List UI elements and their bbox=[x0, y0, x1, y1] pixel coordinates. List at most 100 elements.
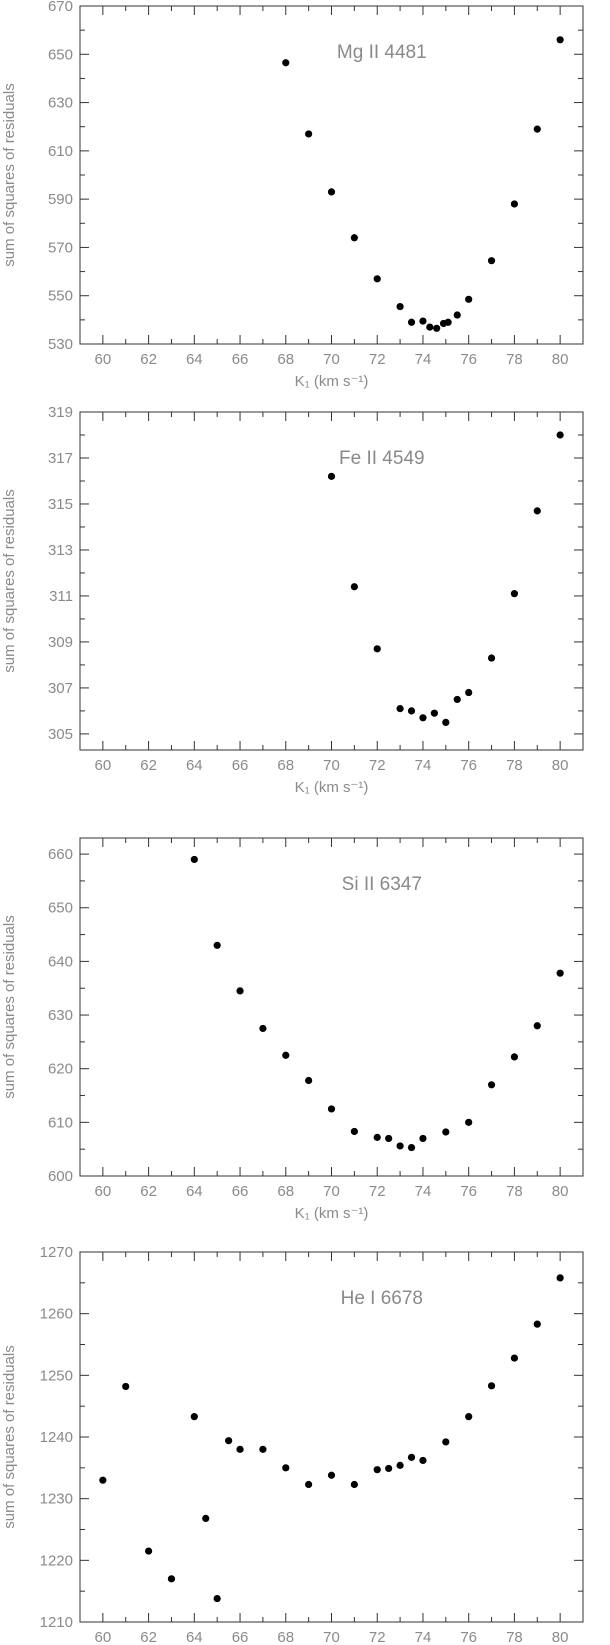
data-point bbox=[442, 1438, 450, 1446]
data-point bbox=[556, 969, 564, 977]
data-point bbox=[396, 302, 404, 311]
y-tick-label: 315 bbox=[48, 496, 73, 513]
plot-frame-2 bbox=[79, 411, 584, 751]
data-point bbox=[259, 1445, 267, 1453]
chart-title-1: Mg II 4481 bbox=[337, 42, 427, 63]
y-tick-label: 630 bbox=[48, 95, 73, 112]
data-point bbox=[202, 1514, 210, 1522]
data-point bbox=[373, 1466, 381, 1474]
x-tick-label: 80 bbox=[552, 757, 569, 774]
x-tick-label: 78 bbox=[506, 1183, 523, 1200]
data-point bbox=[487, 1382, 496, 1390]
data-point bbox=[305, 1076, 313, 1085]
data-point bbox=[373, 645, 381, 653]
data-point bbox=[236, 987, 244, 995]
x-tick-label: 68 bbox=[277, 757, 294, 774]
y-tick-label: 311 bbox=[49, 588, 73, 605]
x-tick-label: 70 bbox=[323, 1629, 340, 1645]
x-tick-label: 62 bbox=[140, 757, 157, 774]
data-point bbox=[327, 1105, 336, 1113]
x-tick-label: 78 bbox=[506, 1629, 523, 1645]
x-tick-label: 64 bbox=[186, 1629, 203, 1645]
data-point bbox=[426, 323, 434, 331]
y-tick-label: 1260 bbox=[40, 1306, 73, 1323]
data-point bbox=[213, 1594, 221, 1603]
x-tick-label: 66 bbox=[232, 757, 249, 774]
y-axis-label: sum of squares of residuals bbox=[1, 915, 18, 1098]
y-tick-label: 1240 bbox=[40, 1429, 73, 1446]
y-tick-label: 1270 bbox=[40, 1244, 73, 1261]
data-point bbox=[430, 709, 438, 717]
x-tick-label: 66 bbox=[232, 351, 249, 368]
x-tick-label: 70 bbox=[323, 1183, 340, 1200]
x-tick-label: 76 bbox=[460, 1183, 477, 1200]
data-point bbox=[533, 125, 541, 133]
x-tick-label: 80 bbox=[552, 351, 569, 368]
data-point bbox=[556, 36, 564, 44]
data-point bbox=[453, 695, 461, 704]
data-point bbox=[419, 1456, 427, 1465]
data-point bbox=[419, 1134, 427, 1143]
x-tick-label: 74 bbox=[415, 757, 432, 774]
data-point bbox=[350, 1480, 358, 1489]
data-point bbox=[350, 234, 358, 242]
chart-title-3: Si II 6347 bbox=[342, 874, 422, 895]
y-tick-label: 313 bbox=[48, 542, 73, 559]
y-tick-label: 305 bbox=[48, 726, 73, 743]
y-tick-label: 317 bbox=[48, 450, 73, 467]
data-point bbox=[533, 1320, 541, 1328]
x-tick-label: 66 bbox=[232, 1183, 249, 1200]
x-tick-label: 60 bbox=[95, 351, 112, 368]
x-tick-label: 74 bbox=[415, 1183, 432, 1200]
y-tick-label: 570 bbox=[48, 239, 73, 256]
y-tick-label: 610 bbox=[48, 1114, 73, 1131]
y-tick-label: 319 bbox=[48, 404, 73, 421]
x-tick-label: 66 bbox=[232, 1629, 249, 1645]
x-tick-label: 64 bbox=[186, 1183, 203, 1200]
y-tick-label: 660 bbox=[48, 846, 73, 863]
data-point bbox=[407, 1143, 416, 1152]
x-tick-label: 80 bbox=[552, 1629, 569, 1645]
x-tick-label: 74 bbox=[415, 351, 432, 368]
plot-frame-3 bbox=[79, 837, 584, 1177]
y-tick-label: 1220 bbox=[40, 1552, 73, 1569]
data-point bbox=[396, 705, 404, 713]
data-point bbox=[419, 317, 427, 325]
data-point bbox=[350, 583, 358, 591]
data-point bbox=[433, 324, 441, 332]
x-tick-label: 62 bbox=[140, 351, 157, 368]
data-point bbox=[442, 718, 450, 727]
data-point bbox=[510, 1053, 519, 1061]
data-point bbox=[385, 1134, 393, 1143]
data-point bbox=[327, 472, 336, 480]
data-point bbox=[373, 1133, 381, 1141]
x-tick-label: 72 bbox=[369, 1629, 386, 1645]
x-tick-label: 78 bbox=[506, 351, 523, 368]
data-point bbox=[442, 1128, 450, 1136]
data-point bbox=[190, 855, 198, 864]
data-point bbox=[225, 1437, 233, 1445]
data-point bbox=[350, 1127, 358, 1136]
data-point bbox=[282, 59, 290, 67]
data-point bbox=[385, 1464, 393, 1473]
x-tick-label: 64 bbox=[186, 351, 203, 368]
x-tick-label: 68 bbox=[277, 351, 294, 368]
y-tick-label: 309 bbox=[48, 634, 73, 651]
data-point bbox=[373, 275, 381, 283]
x-tick-label: 70 bbox=[323, 757, 340, 774]
data-point bbox=[327, 188, 336, 196]
y-tick-label: 1230 bbox=[40, 1491, 73, 1508]
y-tick-label: 650 bbox=[48, 900, 73, 917]
data-point bbox=[453, 311, 461, 319]
y-tick-label: 550 bbox=[48, 288, 73, 305]
x-tick-label: 60 bbox=[95, 757, 112, 774]
x-tick-label: 80 bbox=[552, 1183, 569, 1200]
data-point bbox=[487, 1081, 496, 1089]
x-tick-label: 62 bbox=[140, 1629, 157, 1645]
y-tick-label: 307 bbox=[48, 680, 73, 697]
x-tick-label: 62 bbox=[140, 1183, 157, 1200]
data-point bbox=[236, 1445, 244, 1453]
x-tick-label: 68 bbox=[277, 1183, 294, 1200]
data-point bbox=[533, 507, 541, 515]
